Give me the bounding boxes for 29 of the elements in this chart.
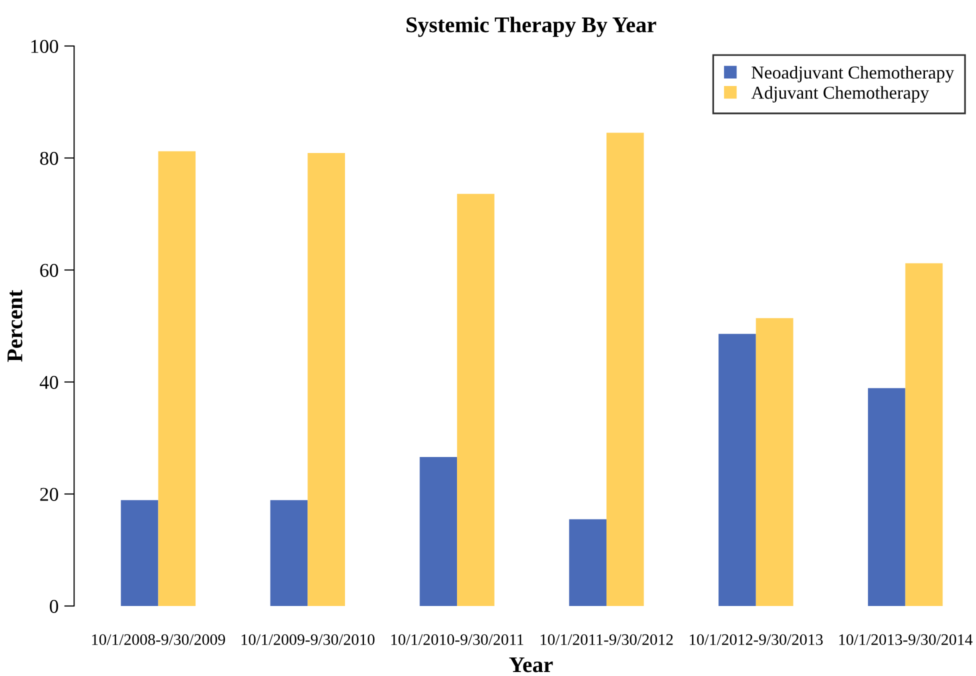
- bar: [158, 151, 196, 606]
- x-tick-label: 10/1/2010-9/30/2011: [391, 634, 524, 646]
- bar: [606, 132, 644, 606]
- y-tick-label: 80: [40, 152, 58, 165]
- bar: [905, 263, 943, 606]
- bar: [308, 152, 345, 606]
- x-tick-label: 10/1/2011-9/30/2012: [540, 634, 673, 646]
- bar: [457, 194, 494, 606]
- chart-title: Systemic Therapy By Year: [406, 16, 656, 37]
- y-tick-label: 60: [40, 264, 58, 277]
- x-tick-label: 10/1/2012-9/30/2013: [690, 634, 823, 646]
- legend-label: Neoadjuvant Chemotherapy: [752, 66, 954, 82]
- y-tick-label: 40: [40, 376, 58, 389]
- x-tick-label: 10/1/2009-9/30/2010: [242, 634, 374, 646]
- bar: [120, 500, 158, 606]
- y-axis-title: Percent: [8, 290, 22, 362]
- x-tick-label: 10/1/2008-9/30/2009: [92, 634, 226, 646]
- legend-label: Adjuvant Chemotherapy: [751, 86, 930, 103]
- bar: [718, 334, 756, 606]
- x-tick-label: 10/1/2013-9/30/2014: [839, 634, 973, 646]
- x-axis-title: Year: [509, 657, 553, 672]
- y-tick-label: 100: [31, 40, 58, 53]
- y-tick-label: 0: [50, 600, 58, 613]
- bar: [270, 500, 308, 606]
- y-tick-label: 20: [40, 488, 58, 501]
- bar: [868, 388, 906, 606]
- bar: [756, 318, 794, 606]
- bar: [569, 519, 606, 606]
- bar: [420, 457, 458, 606]
